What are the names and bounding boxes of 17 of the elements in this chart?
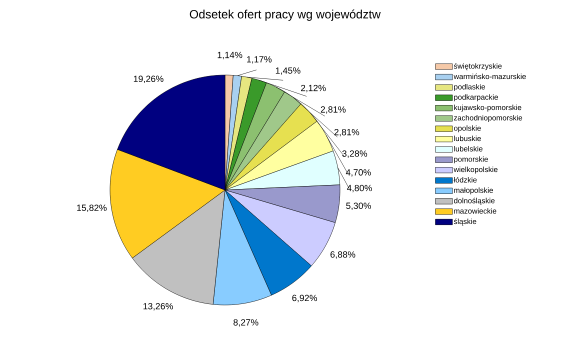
data-label: 2,81% <box>320 106 346 114</box>
data-label: 5,30% <box>346 202 371 210</box>
data-label: 4,70% <box>346 169 371 177</box>
data-label: 15,82% <box>77 204 107 212</box>
data-label: 8,27% <box>234 319 258 327</box>
data-label: 1,17% <box>247 56 272 64</box>
data-label: 2,12% <box>301 84 326 92</box>
data-label: 4,80% <box>346 184 372 192</box>
data-label: 1,14% <box>218 52 242 60</box>
data-label: 13,26% <box>144 303 174 310</box>
data-label: 1,45% <box>276 67 300 75</box>
data-label: 19,26% <box>134 76 164 84</box>
chart-title: Odsetek ofert pracy wg województw <box>190 10 381 21</box>
data-label: 3,28% <box>342 150 368 158</box>
data-label: 2,81% <box>334 128 360 136</box>
data-label: 6,92% <box>292 294 318 302</box>
data-label: 6,88% <box>330 251 356 259</box>
